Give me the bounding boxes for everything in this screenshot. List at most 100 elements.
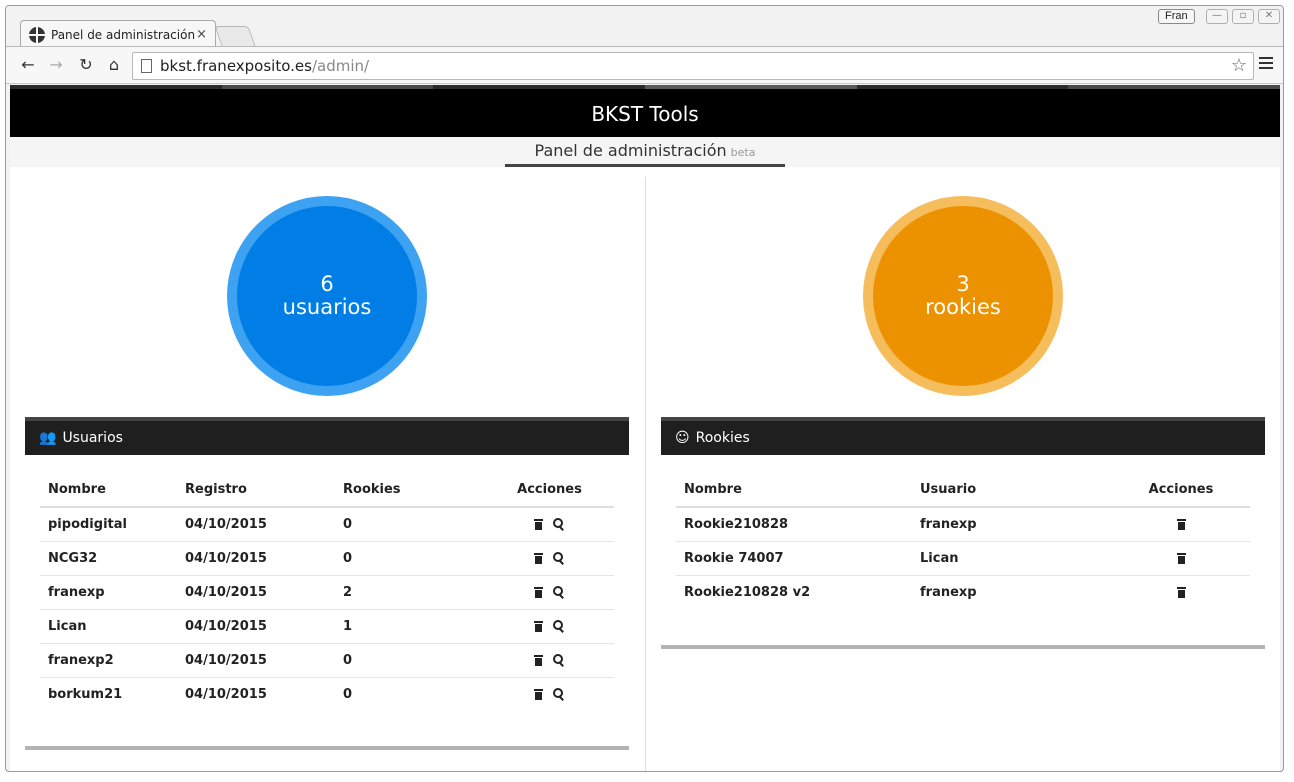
rookie-actions bbox=[1112, 575, 1250, 609]
loading-bar-segment bbox=[433, 85, 646, 89]
trash-icon bbox=[534, 654, 543, 666]
browser-tab[interactable]: Panel de administración × bbox=[20, 20, 216, 48]
column-header: Nombre bbox=[40, 473, 177, 508]
user-actions bbox=[485, 575, 614, 610]
rookie-actions bbox=[1112, 541, 1250, 576]
delete-user-button[interactable] bbox=[534, 687, 543, 701]
user-registered-date: 04/10/2015 bbox=[177, 609, 335, 644]
delete-user-button[interactable] bbox=[534, 653, 543, 667]
tab-strip: Panel de administración × Fran — ▫ ✕ bbox=[6, 6, 1283, 48]
key-icon bbox=[553, 654, 565, 666]
reset-password-button[interactable] bbox=[553, 517, 565, 531]
loading-bar-segment bbox=[10, 85, 222, 89]
user-row: franexp2 04/10/2015 0 bbox=[40, 643, 614, 678]
browser-window: Panel de administración × Fran — ▫ ✕ ← →… bbox=[5, 5, 1284, 772]
maximize-button[interactable]: ▫ bbox=[1232, 9, 1254, 24]
users-icon: 👥 bbox=[39, 430, 57, 446]
home-icon[interactable]: ⌂ bbox=[108, 55, 120, 74]
column-header: Registro bbox=[177, 473, 335, 508]
profile-button[interactable]: Fran bbox=[1158, 9, 1195, 24]
bookmark-star-icon[interactable]: ☆ bbox=[1230, 55, 1247, 76]
user-actions bbox=[485, 541, 614, 576]
user-rookie-count: 0 bbox=[335, 643, 485, 678]
sub-header: Panel de administración beta bbox=[10, 137, 1280, 167]
user-name: franexp2 bbox=[40, 643, 177, 678]
users-panel-footer bbox=[25, 746, 629, 750]
close-window-button[interactable]: ✕ bbox=[1258, 9, 1280, 24]
column-header: Nombre bbox=[676, 473, 912, 508]
user-registered-date: 04/10/2015 bbox=[177, 643, 335, 678]
rookie-row: Rookie210828 v2 franexp bbox=[676, 575, 1250, 609]
user-actions bbox=[485, 677, 614, 711]
user-registered-date: 04/10/2015 bbox=[185, 686, 267, 702]
minimize-button[interactable]: — bbox=[1206, 9, 1228, 24]
back-icon[interactable]: ← bbox=[21, 55, 35, 74]
rookie-owner: Lican bbox=[912, 541, 1112, 576]
user-row: franexp 04/10/2015 2 bbox=[40, 575, 614, 610]
new-tab-button[interactable] bbox=[214, 26, 256, 46]
delete-rookie-button[interactable] bbox=[1176, 585, 1186, 599]
trash-icon bbox=[1176, 518, 1186, 530]
reset-password-button[interactable] bbox=[553, 653, 565, 667]
user-registered-date: 04/10/2015 bbox=[177, 541, 335, 576]
delete-user-button[interactable] bbox=[534, 517, 543, 531]
delete-user-button[interactable] bbox=[534, 585, 543, 599]
user-name: franexp bbox=[40, 575, 177, 610]
delete-user-button[interactable] bbox=[534, 619, 543, 633]
delete-rookie-button[interactable] bbox=[1176, 517, 1186, 531]
rookie-owner: franexp bbox=[920, 584, 977, 600]
reset-password-button[interactable] bbox=[553, 585, 565, 599]
page-title-text: Panel de administración bbox=[534, 141, 727, 160]
column-header: Usuario bbox=[912, 473, 1112, 508]
user-rookie-count: 0 bbox=[343, 686, 353, 702]
rookie-owner: franexp bbox=[912, 507, 1112, 542]
url-path: /admin/ bbox=[311, 57, 370, 75]
reset-password-button[interactable] bbox=[553, 687, 565, 701]
beta-badge: beta bbox=[730, 146, 756, 159]
delete-rookie-button[interactable] bbox=[1176, 551, 1186, 565]
reload-icon[interactable]: ↻ bbox=[79, 55, 93, 74]
rookies-table: Nombre Usuario Acciones Rookie210828 fran… bbox=[676, 473, 1250, 609]
rookies-table-header: Nombre Usuario Acciones bbox=[676, 473, 1250, 508]
key-icon bbox=[553, 586, 565, 598]
rookies-panel: ☺ Rookies Nombre Usuario Acciones Rookie… bbox=[661, 417, 1265, 649]
tab-close-icon[interactable]: × bbox=[196, 27, 207, 42]
trash-icon bbox=[534, 586, 543, 598]
key-icon bbox=[553, 518, 565, 530]
trash-icon bbox=[534, 620, 543, 632]
loading-bar-segment bbox=[645, 85, 857, 89]
user-name: NCG32 bbox=[40, 541, 177, 576]
rookies-panel-header: ☺ Rookies bbox=[661, 417, 1265, 455]
user-rookie-count: 0 bbox=[335, 507, 485, 542]
rookies-count-label: rookies bbox=[925, 295, 1001, 319]
user-actions bbox=[485, 507, 614, 542]
user-name: Lican bbox=[40, 609, 177, 644]
column-header: Rookies bbox=[335, 473, 485, 508]
rookies-panel-title: Rookies bbox=[695, 430, 750, 446]
key-icon bbox=[553, 620, 565, 632]
users-table-header: Nombre Registro Rookies Acciones bbox=[40, 473, 614, 508]
trash-icon bbox=[534, 688, 543, 700]
column-header: Acciones bbox=[1112, 473, 1250, 508]
rookie-actions bbox=[1112, 507, 1250, 542]
users-count-label: usuarios bbox=[282, 295, 372, 319]
user-row: Lican 04/10/2015 1 bbox=[40, 609, 614, 644]
forward-icon[interactable]: → bbox=[49, 55, 63, 74]
users-panel-header: 👥 Usuarios bbox=[25, 417, 629, 455]
user-rookie-count: 2 bbox=[335, 575, 485, 610]
users-table: Nombre Registro Rookies Acciones pipodig… bbox=[40, 473, 614, 711]
rookies-count-circle: 3 rookies bbox=[863, 196, 1063, 396]
key-icon bbox=[553, 552, 565, 564]
column-header: Acciones bbox=[485, 473, 614, 508]
trash-icon bbox=[1176, 586, 1186, 598]
tab-title: Panel de administración bbox=[51, 27, 196, 42]
column-divider bbox=[645, 177, 646, 771]
reset-password-button[interactable] bbox=[553, 551, 565, 565]
menu-icon[interactable] bbox=[1259, 57, 1273, 72]
address-bar[interactable]: bkst.franexposito.es/admin/ ☆ bbox=[132, 52, 1254, 80]
rookie-name: Rookie 74007 bbox=[676, 541, 912, 576]
reset-password-button[interactable] bbox=[553, 619, 565, 633]
user-name: borkum21 bbox=[48, 686, 123, 702]
user-registered-date: 04/10/2015 bbox=[177, 575, 335, 610]
delete-user-button[interactable] bbox=[534, 551, 543, 565]
